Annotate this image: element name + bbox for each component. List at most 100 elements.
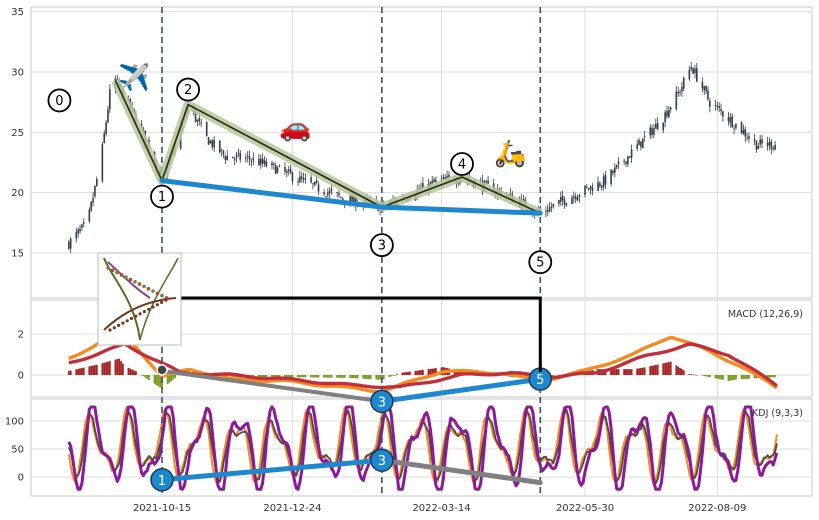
macd-histogram-bar: [392, 375, 394, 376]
wave-point-label: 3: [378, 239, 386, 254]
macd-histogram-bar: [330, 375, 333, 378]
macd-histogram-bar: [155, 375, 158, 385]
wave-point-label: 0: [55, 94, 63, 109]
macd-histogram-bar: [690, 374, 693, 375]
candle-body: [259, 158, 262, 165]
macd-histogram-bar: [118, 358, 121, 375]
macd-histogram-bar: [714, 375, 717, 379]
candle-body: [349, 196, 352, 205]
macd-histogram-bar: [351, 375, 353, 379]
candle-body: [662, 122, 665, 131]
macd-histogram-bar: [133, 370, 135, 375]
macd-histogram-bar: [766, 375, 769, 378]
candle-body: [200, 123, 202, 124]
candle-body: [746, 137, 748, 139]
candle-body: [435, 180, 437, 183]
candle-body: [351, 194, 353, 202]
plant-branch: [107, 261, 151, 299]
scooter-icon: 🛵: [494, 139, 526, 169]
candle-body: [289, 168, 292, 174]
kdj-point-label: 3: [378, 454, 386, 469]
macd-histogram-bar: [740, 375, 743, 380]
macd-histogram-bar: [654, 364, 657, 375]
candle-body: [630, 149, 633, 158]
candle-body: [299, 176, 301, 183]
macd-histogram-bar: [326, 375, 329, 378]
candle-body: [696, 68, 698, 82]
kdj-ytick-label: 50: [11, 445, 24, 456]
x-tick-label: 2021-10-15: [133, 503, 191, 514]
macd-histogram-bar: [628, 369, 631, 375]
candle-body: [338, 193, 340, 196]
plant-seed: [142, 310, 146, 314]
candle-body: [213, 140, 215, 148]
macd-histogram-bar: [666, 362, 668, 375]
candle-body: [68, 241, 70, 249]
candle-body: [291, 172, 294, 182]
connector-line: [181, 296, 542, 372]
macd-histogram-bar: [349, 375, 352, 379]
macd-histogram-bar: [390, 375, 393, 377]
macd-histogram-bar: [101, 363, 104, 375]
macd-ytick-label: 2: [18, 330, 24, 341]
candle-body: [261, 158, 264, 164]
plant-stem: [103, 257, 141, 341]
candle-body: [600, 185, 603, 188]
macd-histogram-bar: [67, 370, 70, 375]
macd-histogram-bar: [95, 364, 98, 375]
candle-body: [235, 154, 238, 158]
price-ytick-label: 30: [11, 68, 24, 79]
macd-histogram-bar: [174, 375, 176, 379]
macd-histogram-bar: [121, 363, 124, 375]
macd-histogram-bar: [615, 369, 618, 375]
candle-body: [107, 109, 109, 123]
candle-body: [748, 136, 750, 139]
macd-histogram-bar: [679, 367, 681, 375]
macd-histogram-bar: [433, 368, 435, 375]
macd-histogram-bar: [304, 375, 307, 378]
candle-body: [248, 156, 251, 160]
macd-histogram-bar: [107, 361, 109, 375]
plant-seed: [115, 270, 119, 275]
macd-histogram-bar: [278, 375, 281, 378]
x-tick-label: 2022-05-30: [556, 503, 614, 514]
macd-histogram-bar: [669, 361, 672, 375]
macd-histogram-bar: [148, 375, 150, 380]
macd-histogram-bar: [82, 367, 85, 375]
candle-body: [733, 127, 735, 129]
candle-body: [109, 89, 111, 110]
plant-seed: [124, 275, 128, 280]
kdj-point-marker: [370, 448, 394, 472]
macd-histogram-bar: [377, 375, 380, 380]
plant-seed: [117, 323, 121, 327]
kdj-ytick-label: 100: [5, 417, 24, 428]
candle-body: [276, 167, 279, 173]
macd-histogram-bar: [379, 375, 381, 380]
candle-body: [94, 185, 96, 197]
macd-histogram-bar: [237, 375, 240, 379]
macd-histogram-bar: [680, 369, 683, 375]
candle-body: [623, 160, 625, 162]
macd-histogram-bar: [364, 375, 367, 379]
candle-body: [558, 200, 560, 204]
macd-histogram-bar: [367, 375, 370, 380]
plant-seed: [112, 326, 116, 330]
macd-histogram-bar: [729, 375, 732, 381]
macd-histogram-bar: [259, 375, 262, 378]
macd-histogram-bar: [429, 368, 432, 375]
macd-histogram-bar: [328, 375, 331, 378]
plant-seed: [155, 303, 159, 307]
candle-body: [682, 77, 685, 89]
macd-histogram-bar: [338, 375, 340, 378]
macd-histogram-bar: [366, 375, 368, 379]
x-tick-labels: 2021-10-15 2021-12-24 2022-03-14 2022-05-30…: [133, 503, 746, 514]
macd-histogram-bar: [727, 375, 730, 381]
candle-body: [573, 196, 575, 198]
candle-body: [744, 128, 747, 137]
plant-seed: [129, 316, 134, 321]
candle-body: [565, 203, 568, 205]
plant-seed: [106, 266, 110, 270]
candle-body: [681, 86, 683, 92]
plant-seed: [133, 280, 137, 284]
wave-point-label: 2: [184, 83, 192, 98]
